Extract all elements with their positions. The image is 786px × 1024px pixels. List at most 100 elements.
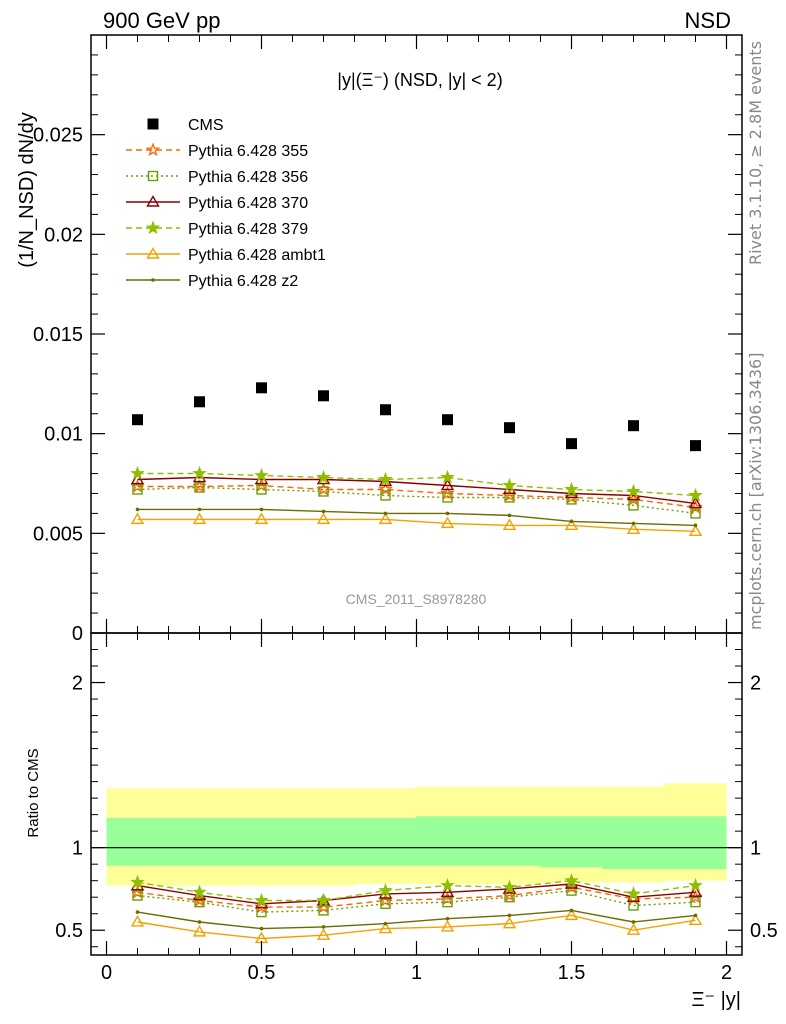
ratio-point: [132, 890, 143, 901]
ratio-point: [318, 905, 329, 916]
ratio-point: [192, 924, 207, 937]
legend-marker: [145, 220, 161, 235]
legend-marker: [151, 278, 155, 282]
y-tick-label: 0.005: [33, 523, 83, 545]
data-point: [502, 477, 517, 492]
mcplots-label: mcplots.cern.ch [arXiv:1306.3436]: [746, 353, 765, 630]
ratio-point: [130, 874, 145, 889]
ratio-point: [197, 920, 202, 924]
data-point: [442, 414, 453, 426]
uncertainty-band-inner: [664, 816, 727, 870]
uncertainty-band-inner: [540, 816, 603, 868]
header-right: NSD: [685, 8, 731, 33]
series-pythia-6-428-356: [132, 482, 701, 519]
ratio-point: [378, 921, 393, 934]
data-point: [440, 516, 455, 529]
legend-marker: [145, 142, 161, 157]
y-tick-label: 0.02: [44, 224, 83, 246]
data-point: [197, 507, 202, 512]
series-cms: [132, 382, 701, 452]
data-point: [132, 484, 143, 495]
data-point: [502, 518, 517, 531]
legend-label: Pythia 6.428 ambt1: [188, 247, 326, 264]
ratio-point: [316, 928, 331, 940]
data-point: [378, 471, 393, 486]
data-point: [445, 511, 450, 516]
uncertainty-band-inner: [106, 817, 169, 866]
legend-item: Pythia 6.428 355: [126, 142, 308, 160]
ratio-y-tick-label-right: 0.5: [750, 920, 778, 942]
ratio-point: [693, 913, 698, 918]
uncertainty-band-inner: [416, 816, 479, 866]
data-point: [130, 512, 145, 525]
ratio-point: [135, 910, 140, 914]
x-tick-label: 0: [101, 962, 112, 984]
ratio-point: [440, 878, 455, 892]
ratio-point: [194, 896, 205, 908]
data-point: [254, 512, 269, 525]
data-point: [378, 481, 393, 496]
ratio-point: [383, 921, 388, 926]
ratio-point: [564, 873, 579, 887]
data-point: [256, 484, 267, 495]
legend: CMS Pythia 6.428 355 Pythia 6.428 356 Pythi…: [126, 117, 326, 290]
data-point: [194, 396, 205, 408]
data-point: [507, 513, 512, 518]
ratio-point: [321, 925, 326, 929]
x-tick-label: 2: [721, 962, 732, 984]
uncertainty-band-inner: [602, 816, 665, 870]
ratio-point: [254, 892, 269, 907]
data-point: [254, 467, 269, 482]
data-point: [130, 465, 145, 480]
watermark: CMS_2011_S8978280: [346, 591, 487, 607]
ratio-line: [137, 886, 696, 908]
series-pythia-6-428-z2: [135, 507, 698, 528]
data-point: [564, 481, 579, 496]
ratio-y-tick-label: 1: [72, 838, 83, 860]
ratio-point: [130, 915, 145, 927]
ratio-point: [688, 885, 703, 897]
ratio-line: [137, 914, 696, 940]
main-panel: |y|(Ξ⁻) (NSD, |y| < 2) CMS_2011_S8978280…: [16, 34, 743, 645]
uncertainty-band-inner: [292, 817, 355, 866]
uncertainty-band-inner: [478, 816, 541, 866]
series-line: [137, 472, 696, 497]
data-point: [626, 522, 641, 535]
legend-label: Pythia 6.428 379: [188, 221, 308, 238]
data-point: [321, 509, 326, 514]
data-point: [564, 518, 579, 531]
ratio-point: [569, 908, 574, 913]
ratio-point: [688, 913, 703, 926]
data-point: [316, 512, 331, 525]
ratio-point: [507, 913, 512, 918]
data-point: [688, 524, 703, 537]
series-pythia-6-428-ambt1: [130, 512, 703, 537]
x-tick-label: 1: [411, 962, 422, 984]
ratio-series-pythia-6-428-ambt1: [130, 908, 703, 944]
data-point: [256, 382, 267, 394]
x-tick-label: 0.5: [248, 962, 276, 984]
data-point: [135, 507, 140, 512]
data-point: [688, 487, 703, 502]
ratio-y-tick-label-right: 2: [750, 673, 761, 695]
series-line: [137, 486, 696, 515]
data-point: [442, 492, 453, 503]
legend-label: Pythia 6.428 370: [188, 195, 308, 212]
data-point: [628, 500, 639, 511]
data-point: [132, 414, 143, 426]
ratio-point: [688, 889, 703, 904]
ratio-point: [566, 885, 577, 896]
legend-item: CMS: [147, 117, 224, 134]
data-point: [569, 519, 574, 524]
data-point: [380, 490, 391, 501]
ratio-point: [259, 926, 264, 931]
legend-label: Pythia 6.428 356: [188, 169, 308, 186]
main-title: |y|(Ξ⁻) (NSD, |y| < 2): [337, 70, 502, 90]
y-tick-label: 0.01: [44, 424, 83, 446]
data-point: [318, 486, 329, 497]
uncertainty-band-inner: [230, 817, 293, 866]
data-point: [440, 469, 455, 484]
data-point: [504, 422, 515, 434]
ratio-series-pythia-6-428-z2: [135, 908, 698, 931]
